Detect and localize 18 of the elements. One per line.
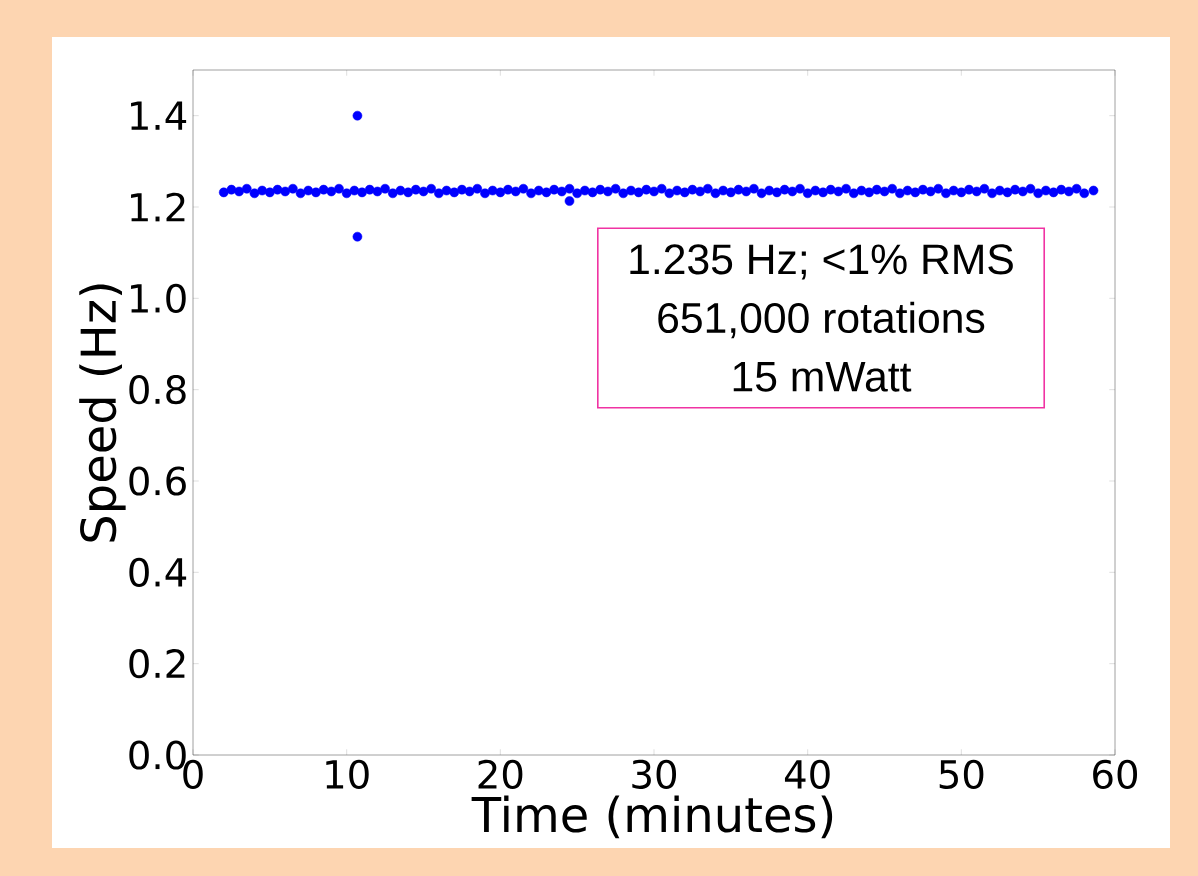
y-tick-label: 0.6 (129, 466, 186, 496)
x-axis-title: Time (minutes) (471, 795, 833, 839)
y-tick-label: 0.8 (129, 375, 186, 405)
x-tick-label: 30 (632, 759, 677, 789)
x-tick-label: 20 (478, 759, 523, 789)
x-tick-label: 50 (939, 759, 984, 789)
y-axis-title: Speed (Hz) (79, 284, 126, 542)
y-tick-label: 1.4 (131, 101, 187, 130)
annotation: 1.235 Hz; <1% RMS (630, 244, 1013, 280)
annotation: 651,000 rotations (658, 301, 985, 339)
x-tick-label: 40 (784, 759, 830, 789)
y-tick-label: 0.4 (129, 557, 187, 587)
x-tick-label: 10 (326, 759, 369, 789)
y-tick-label: 1.0 (131, 283, 186, 313)
annotation: 15 mWatt (733, 362, 912, 392)
y-tick-label: 0.2 (129, 649, 185, 679)
x-tick-label: 60 (1093, 759, 1138, 789)
y-tick-label: 1.2 (131, 192, 185, 222)
